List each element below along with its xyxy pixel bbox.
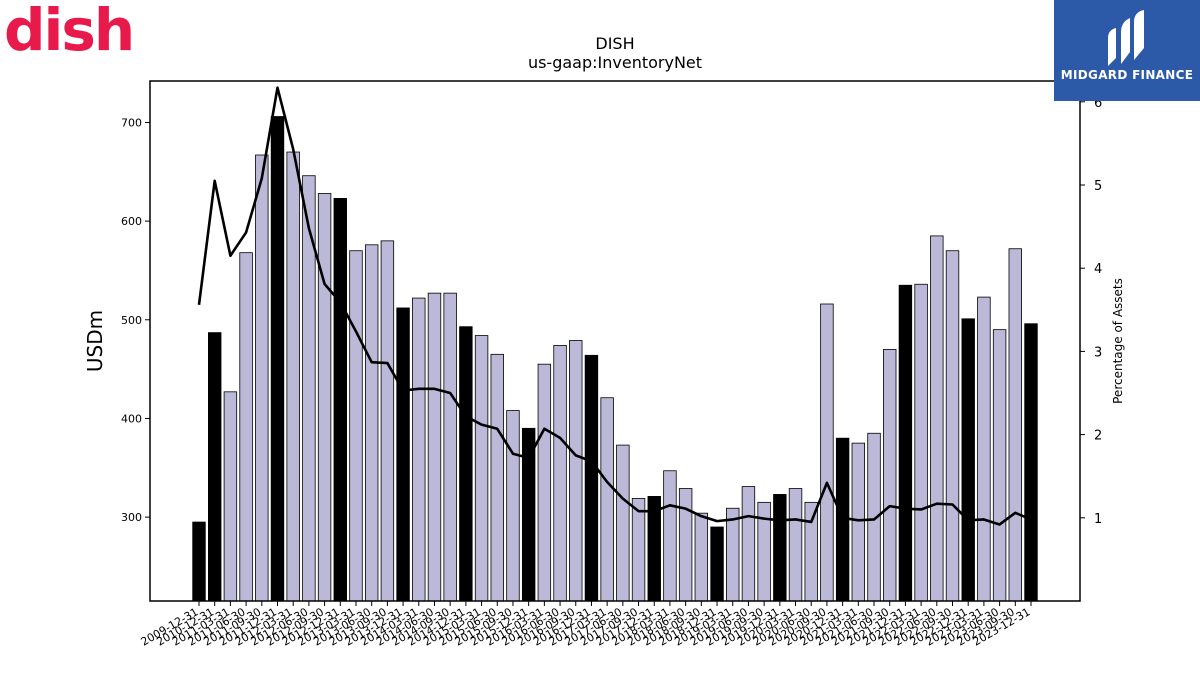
y-tick-label: 700 [121,116,142,129]
y2-tick-label: 6 [1094,96,1102,111]
y2-tick-label: 5 [1094,179,1102,194]
x-axis-ticks: 2009-12-312010-12-312011-03-312011-06-30… [139,601,1033,649]
bar [490,353,504,602]
midgard-finance-logo: MIDGARD FINANCE [1054,0,1200,101]
y-tick-label: 300 [121,511,142,524]
dish-logo-wordmark: dish [4,0,135,64]
bar [255,154,269,602]
bar [584,354,599,602]
bar [788,488,803,602]
bar [380,240,395,602]
bar [506,410,520,602]
chart-title: DISH [595,34,634,53]
percentage-line [197,86,1032,526]
bar [804,501,818,602]
bar [396,307,410,602]
midgard-finance-text: MIDGARD FINANCE [1060,68,1194,82]
plot-frame [149,80,1081,602]
bar [694,512,709,602]
bar [663,470,677,602]
bar [820,303,834,602]
bar [914,283,928,602]
bar [710,526,724,602]
bar [474,335,489,602]
bar [1024,323,1038,602]
bar [223,391,238,602]
y-axis-ticks: 300 400 500 600 700 [121,116,150,524]
y2-tick-label: 1 [1094,512,1102,527]
bar [333,198,347,602]
y2-axis-label: Percentage of Assets [1111,278,1125,404]
bar [317,193,332,602]
bar [364,244,379,602]
y-tick-label: 500 [121,314,142,327]
bar [1008,248,1023,602]
bar [851,442,866,602]
y-tick-label: 400 [121,412,142,425]
bar [883,348,897,602]
bar [726,507,740,602]
bar [678,488,693,602]
bar [600,397,614,602]
bar [631,497,646,602]
bar [270,116,285,602]
bar [459,326,473,602]
y2-axis-ticks: 1 2 3 4 5 6 [1080,96,1102,527]
bar-series [192,116,1038,602]
bar [773,494,787,602]
bar [977,296,991,602]
bar [930,235,944,602]
bar [537,363,552,602]
y-tick-label: 600 [121,215,142,228]
bar [427,292,442,602]
y2-tick-label: 3 [1094,345,1102,360]
bar [945,250,960,602]
bar [616,444,630,602]
bar [412,297,426,602]
bar [569,340,583,602]
bar [192,521,206,602]
y2-tick-label: 4 [1094,262,1102,277]
bar [553,345,567,602]
bar [239,252,253,602]
midgard-mark-icon [1108,10,1144,66]
bar [961,318,975,602]
chart-subtitle: us-gaap:InventoryNet [528,53,702,72]
dish-logo: dish [4,0,139,64]
percentage-line-series [197,86,1032,526]
bar [349,250,363,602]
bar [521,427,536,602]
bar [898,284,913,602]
bar [741,486,756,602]
bar [207,332,222,602]
bar [443,292,457,602]
y-axis-label: USDm [83,310,107,372]
bar [992,329,1007,602]
bar [286,151,300,602]
y2-tick-label: 2 [1094,429,1102,444]
